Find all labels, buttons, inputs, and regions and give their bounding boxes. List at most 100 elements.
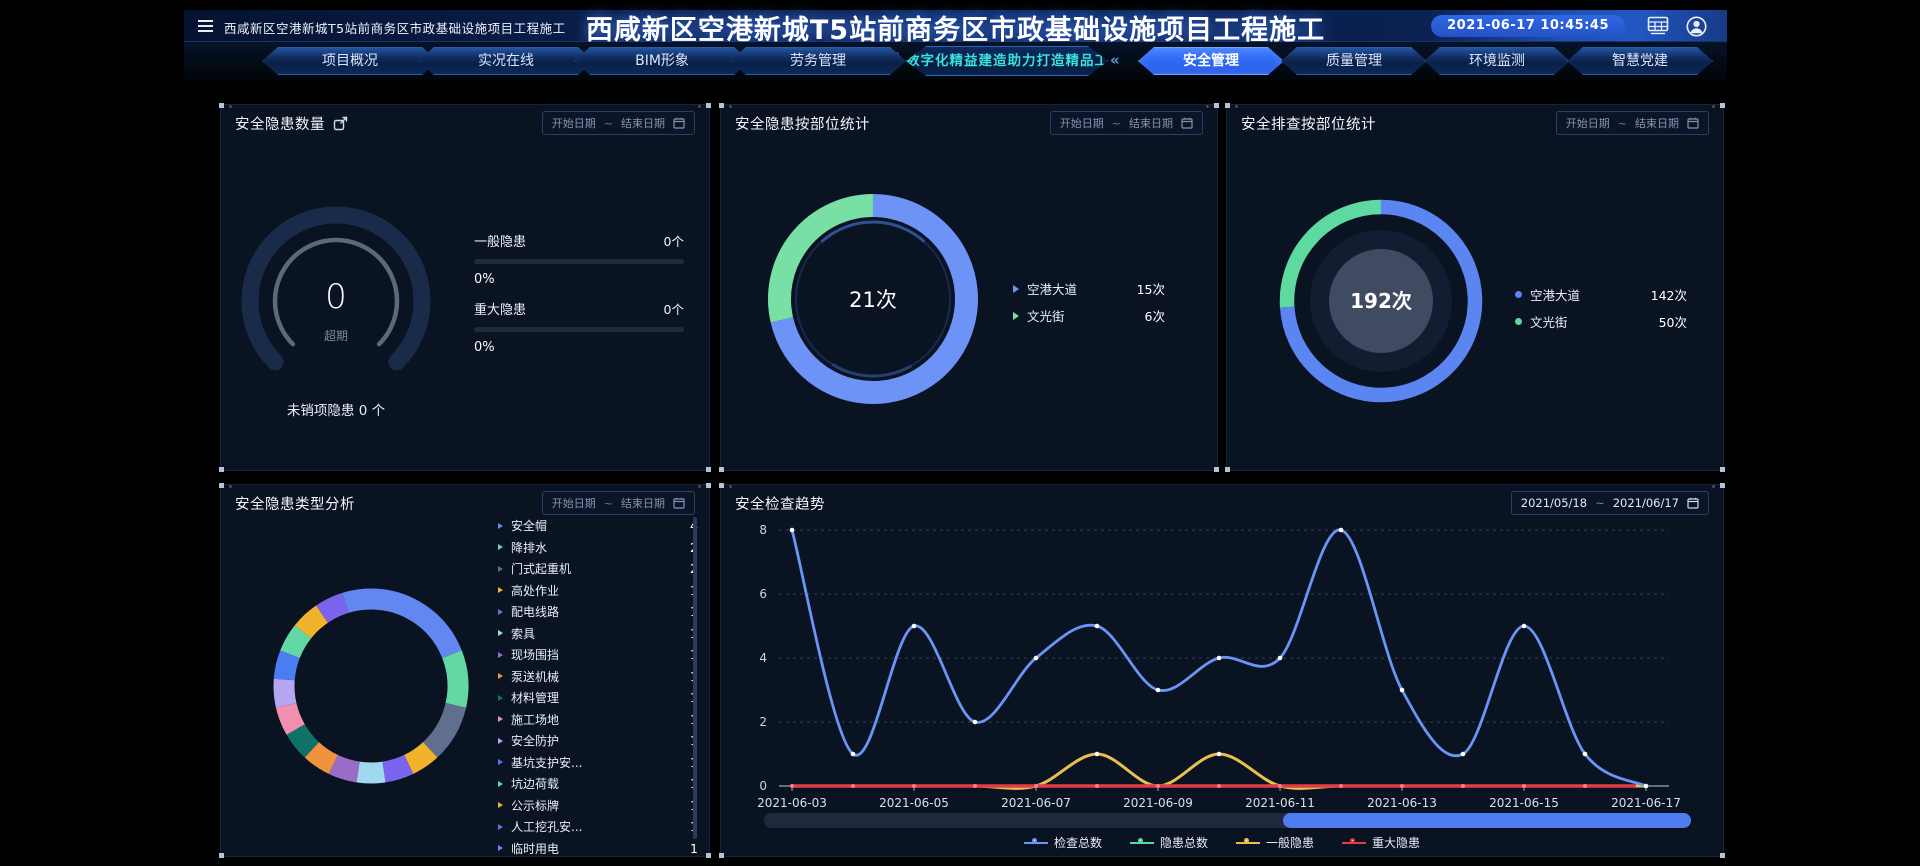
- date-range-picker[interactable]: 2021/05/18 ~ 2021/06/17: [1510, 491, 1709, 515]
- stat-percent: 0%: [474, 339, 495, 355]
- hazard-type-donut-chart: [273, 588, 469, 784]
- panel-inspection-by-location: 安全排查按部位统计 开始日期 ~ 结束日期 192次 空港大道 142次 文光街 50…: [1225, 103, 1725, 472]
- arrow-marker: [498, 544, 503, 551]
- tab-project-overview[interactable]: 项目概况: [262, 47, 438, 75]
- arrow-marker: [498, 565, 503, 572]
- hazard-type-label: 配电线路: [511, 605, 560, 620]
- hazard-type-row[interactable]: 高处作业1: [498, 580, 698, 602]
- tab-bim-model[interactable]: BIM形象: [574, 47, 750, 75]
- hazard-type-row[interactable]: 现场围挡1: [498, 644, 698, 666]
- panel-hazard-type-analysis: 安全隐患类型分析 开始日期 ~ 结束日期 安全帽4降排水2门式起重机2高处作业1…: [219, 483, 711, 858]
- legend-dot-marker: [1350, 838, 1356, 843]
- svg-text:2: 2: [759, 715, 767, 729]
- hazard-type-row[interactable]: 人工挖孔安...1: [498, 816, 698, 838]
- date-range-picker[interactable]: 开始日期 ~ 结束日期: [541, 111, 695, 135]
- arrow-marker: [498, 737, 503, 744]
- legend-label: 空港大道: [1530, 288, 1581, 303]
- datazoom-selection[interactable]: [1283, 813, 1691, 828]
- expand-icon[interactable]: [333, 116, 348, 131]
- hazard-type-label: 施工场地: [511, 712, 560, 727]
- legend-item[interactable]: 文光街 50次: [1515, 308, 1687, 335]
- datazoom-slider[interactable]: [764, 813, 1691, 828]
- svg-text:8: 8: [759, 523, 767, 537]
- panel-title: 安全隐患数量: [235, 116, 325, 133]
- hazard-type-row[interactable]: 材料管理1: [498, 687, 698, 709]
- legend-dot-marker: [1137, 838, 1143, 843]
- hazard-type-label: 现场围挡: [511, 648, 560, 663]
- arrow-marker: [498, 845, 503, 852]
- hazard-type-row[interactable]: 配电线路1: [498, 601, 698, 623]
- legend-label: 重大隐患: [1372, 836, 1421, 850]
- legend-item[interactable]: 隐患总数: [1129, 834, 1208, 851]
- panel-title: 安全排查按部位统计: [1241, 116, 1376, 133]
- grid-icon[interactable]: [1647, 16, 1669, 35]
- stat-general-hazard: 一般隐患 0个 0%: [474, 231, 684, 287]
- menu-icon[interactable]: [198, 20, 213, 32]
- user-icon[interactable]: [1686, 16, 1707, 37]
- hazard-type-row[interactable]: 门式起重机2: [498, 558, 698, 580]
- inspection-location-donut-chart: 192次: [1279, 199, 1483, 403]
- hazard-type-label: 安全防护: [511, 734, 560, 749]
- hazard-type-row[interactable]: 基坑支护安...1: [498, 752, 698, 774]
- date-range-picker[interactable]: 开始日期 ~ 结束日期: [1555, 111, 1709, 135]
- hazard-type-row[interactable]: 施工场地1: [498, 709, 698, 731]
- unresolved-hazards-text: 未销项隐患 0 个: [286, 403, 386, 419]
- hazard-type-row[interactable]: 坑边荷载1: [498, 773, 698, 795]
- hazard-type-row[interactable]: 降排水2: [498, 537, 698, 559]
- date-range-picker[interactable]: 开始日期 ~ 结束日期: [1049, 111, 1203, 135]
- svg-text:0: 0: [759, 779, 767, 793]
- end-date-value: 2021/06/17: [1612, 496, 1679, 510]
- arrow-marker: [1013, 284, 1019, 293]
- stat-label: 一般隐患: [474, 235, 527, 250]
- calendar-icon: [1687, 497, 1699, 509]
- legend-item[interactable]: 空港大道 142次: [1515, 281, 1687, 308]
- start-date-placeholder: 开始日期: [551, 117, 596, 130]
- arrow-marker: [498, 780, 503, 787]
- legend-item[interactable]: 重大隐患: [1342, 834, 1420, 851]
- arrow-marker: [498, 608, 503, 615]
- hazard-type-row[interactable]: 泵送机械1: [498, 666, 698, 688]
- overdue-gauge-chart: [241, 206, 431, 371]
- legend-value: 50次: [1658, 315, 1687, 330]
- nav-bar: 数字化精益建造助力打造精品工程 « 项目概况 实况在线 BIM形象 劳务管理 安全管理质…: [184, 42, 1727, 80]
- svg-text:2021-06-11: 2021-06-11: [1245, 796, 1315, 810]
- legend-label: 一般隐患: [1266, 836, 1315, 850]
- hazard-type-label: 门式起重机: [511, 562, 572, 577]
- date-range-picker[interactable]: 开始日期 ~ 结束日期: [541, 491, 695, 515]
- tab-environment-monitoring[interactable]: 环境监测: [1424, 47, 1570, 75]
- hazard-type-list: 安全帽4降排水2门式起重机2高处作业1配电线路1索具1现场围挡1泵送机械1材料管…: [498, 515, 698, 856]
- legend-line-marker: [1236, 838, 1260, 844]
- tab-labor-management[interactable]: 劳务管理: [730, 47, 906, 75]
- arrow-marker: [498, 802, 503, 809]
- legend-item[interactable]: 检查总数: [1023, 834, 1102, 851]
- tab-live-online[interactable]: 实况在线: [418, 47, 594, 75]
- list-scrollbar[interactable]: [693, 517, 697, 839]
- slogan-banner: 数字化精益建造助力打造精品工程: [906, 46, 1108, 76]
- chart-legend: 检查总数 隐患总数 一般隐患 重大隐患: [721, 834, 1723, 851]
- legend-item[interactable]: 空港大道 15次: [1013, 275, 1165, 302]
- legend-item[interactable]: 一般隐患: [1236, 834, 1314, 851]
- tab-smart-party-building[interactable]: 智慧党建: [1567, 47, 1713, 75]
- dot-marker: [1515, 318, 1522, 325]
- svg-text:2021-06-09: 2021-06-09: [1123, 796, 1193, 810]
- svg-text:2021-06-13: 2021-06-13: [1367, 796, 1437, 810]
- topbar: 西咸新区空港新城T5站前商务区市政基础设施项目工程施工 西咸新区空港新城T5站前…: [184, 10, 1727, 46]
- calendar-icon: [1687, 117, 1699, 129]
- progress-bar: [474, 327, 684, 332]
- start-date-value: 2021/05/18: [1520, 496, 1588, 510]
- breadcrumb: 西咸新区空港新城T5站前商务区市政基础设施项目工程施工: [224, 21, 566, 36]
- panel-title: 安全检查趋势: [735, 496, 825, 513]
- hazard-type-row[interactable]: 临时用电 1: [498, 838, 698, 857]
- tab-safety-management[interactable]: 安全管理: [1138, 47, 1284, 75]
- tab-quality-management[interactable]: 质量管理: [1281, 47, 1427, 75]
- legend-item[interactable]: 文光街 6次: [1013, 302, 1165, 329]
- hazard-type-label: 高处作业: [511, 583, 560, 598]
- arrow-marker: [498, 759, 503, 766]
- hazard-type-label: 人工挖孔安...: [511, 820, 583, 835]
- hazard-type-row[interactable]: 安全防护1: [498, 730, 698, 752]
- hazard-type-label: 材料管理: [511, 691, 560, 706]
- hazard-type-row[interactable]: 公示标牌1: [498, 795, 698, 817]
- hazard-type-label: 泵送机械: [511, 669, 560, 684]
- hazard-type-row[interactable]: 索具1: [498, 623, 698, 645]
- arrow-marker: [498, 823, 503, 830]
